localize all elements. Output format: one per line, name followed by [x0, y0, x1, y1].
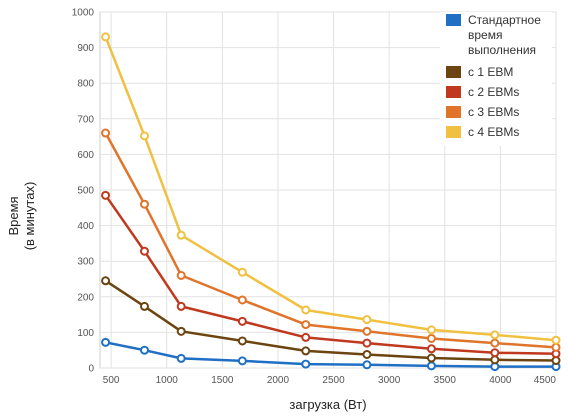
y-tick-label: 900 [77, 43, 94, 54]
y-axis-title-line-1: Время [6, 196, 21, 235]
data-point [301, 332, 311, 342]
grid-lines [100, 11, 557, 369]
y-tick-label: 600 [77, 150, 94, 161]
x-tick-label: 4500 [534, 375, 557, 386]
x-tick-label: 3500 [434, 375, 457, 386]
data-point [101, 32, 111, 42]
data-point [139, 131, 149, 141]
x-tick-label: 500 [103, 375, 120, 386]
y-axis-ticks: 0 100 200 300 400 500 600 700 800 900 1000 [72, 8, 95, 375]
x-tick-label: 4000 [489, 375, 512, 386]
data-point [362, 349, 372, 359]
legend-label: с 4 EBMs [468, 125, 519, 139]
legend-box [440, 12, 552, 146]
legend-label: с 1 EBM [468, 65, 513, 79]
legend-swatch [446, 86, 461, 98]
data-point [426, 344, 436, 354]
data-point [426, 325, 436, 335]
y-tick-label: 500 [77, 186, 94, 197]
y-tick-label: 100 [77, 328, 94, 339]
series-points [101, 32, 561, 372]
y-axis-title-line-2: (в минутах) [22, 182, 37, 251]
data-point [176, 301, 186, 311]
data-point [301, 346, 311, 356]
data-point [101, 128, 111, 138]
data-point [139, 199, 149, 209]
x-tick-label: 2000 [267, 375, 290, 386]
data-point [426, 353, 436, 363]
legend-label: время [468, 28, 502, 42]
data-point [490, 355, 500, 365]
y-tick-label: 0 [88, 364, 94, 375]
legend-label: выполнения [468, 43, 536, 57]
legend-swatch [446, 106, 461, 118]
data-point [237, 267, 247, 277]
data-point [362, 338, 372, 348]
x-axis-title: загрузка (Вт) [289, 397, 366, 412]
data-point [237, 336, 247, 346]
data-point [490, 348, 500, 358]
y-axis-title: Время (в минутах) [6, 182, 37, 251]
y-tick-label: 300 [77, 257, 94, 268]
data-point [301, 305, 311, 315]
data-point [101, 190, 111, 200]
data-point [139, 301, 149, 311]
data-point [139, 246, 149, 256]
data-point [426, 333, 436, 343]
data-point [490, 330, 500, 340]
data-point [101, 276, 111, 286]
data-point [551, 342, 561, 352]
legend-label: Стандартное [468, 13, 541, 27]
data-point [139, 345, 149, 355]
data-point [176, 326, 186, 336]
y-tick-label: 700 [77, 114, 94, 125]
data-point [176, 353, 186, 363]
data-point [301, 359, 311, 369]
data-point [237, 316, 247, 326]
y-tick-label: 800 [77, 79, 94, 90]
data-point [301, 320, 311, 330]
legend-swatch [446, 126, 461, 138]
legend-label: с 2 EBMs [468, 85, 519, 99]
x-tick-label: 1000 [156, 375, 179, 386]
data-point [237, 295, 247, 305]
x-tick-label: 1500 [211, 375, 234, 386]
y-tick-label: 200 [77, 292, 94, 303]
data-point [101, 337, 111, 347]
y-tick-label: 1000 [72, 8, 95, 19]
legend-swatch [446, 66, 461, 78]
x-axis-ticks: 500 1000 1500 2000 2500 3000 3500 4000 4500 [103, 375, 557, 386]
data-point [551, 335, 561, 345]
data-point [426, 361, 436, 371]
y-tick-label: 400 [77, 221, 94, 232]
data-point [362, 360, 372, 370]
x-tick-label: 3000 [378, 375, 401, 386]
data-point [490, 338, 500, 348]
data-point [176, 270, 186, 280]
data-point [362, 315, 372, 325]
x-tick-label: 2500 [322, 375, 345, 386]
data-point [237, 356, 247, 366]
data-point [176, 230, 186, 240]
legend-label: с 3 EBMs [468, 105, 519, 119]
legend-swatch [446, 14, 461, 26]
data-point [362, 326, 372, 336]
